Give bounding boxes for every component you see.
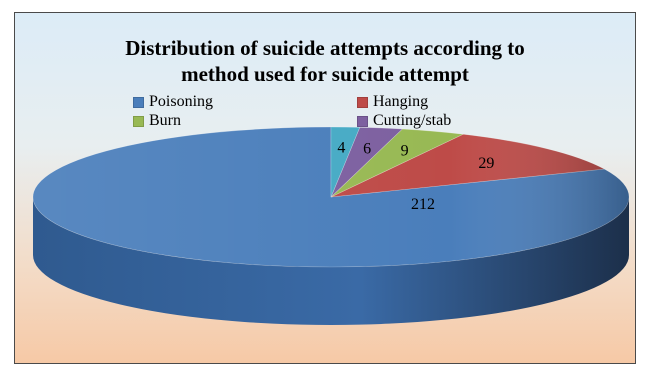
legend-swatch-poisoning bbox=[133, 96, 144, 108]
pie-chart: 212 29 9 6 4 bbox=[32, 126, 630, 325]
chart-title-line-1: Distribution of suicide attempts accordi… bbox=[125, 36, 525, 60]
legend-label-burn: Burn bbox=[149, 112, 181, 129]
pie-top-shading bbox=[33, 127, 629, 267]
chart-title-line-2: method used for suicide attempt bbox=[181, 62, 469, 86]
legend-item-burn: Burn bbox=[133, 112, 181, 130]
legend-swatch-cutting-stab bbox=[357, 115, 368, 127]
legend-swatch-burn bbox=[133, 115, 144, 127]
legend-label-cutting-stab: Cutting/stab bbox=[373, 112, 452, 129]
data-label-hanging: 29 bbox=[478, 155, 494, 172]
data-label-cutting-stab: 6 bbox=[363, 140, 371, 157]
pie-labels: 212 29 9 6 4 bbox=[337, 140, 494, 213]
chart-title: Distribution of suicide attempts accordi… bbox=[55, 35, 595, 87]
pie-side bbox=[33, 197, 629, 325]
legend-label-poisoning: Poisoning bbox=[149, 93, 214, 110]
slice-side-poisoning bbox=[33, 197, 629, 325]
legend-item-poisoning: Poisoning bbox=[133, 93, 213, 111]
pie-top bbox=[32, 126, 630, 268]
legend-label-hanging: Hanging bbox=[373, 93, 429, 110]
data-label-poisoning: 212 bbox=[411, 196, 435, 213]
legend-item-cutting-stab: Cutting/stab bbox=[357, 112, 451, 130]
data-label-other: 4 bbox=[337, 140, 345, 157]
legend-item-hanging: Hanging bbox=[357, 93, 428, 111]
chart-area: Distribution of suicide attempts accordi… bbox=[14, 12, 636, 364]
legend-swatch-hanging bbox=[357, 96, 368, 108]
data-label-burn: 9 bbox=[401, 143, 409, 160]
